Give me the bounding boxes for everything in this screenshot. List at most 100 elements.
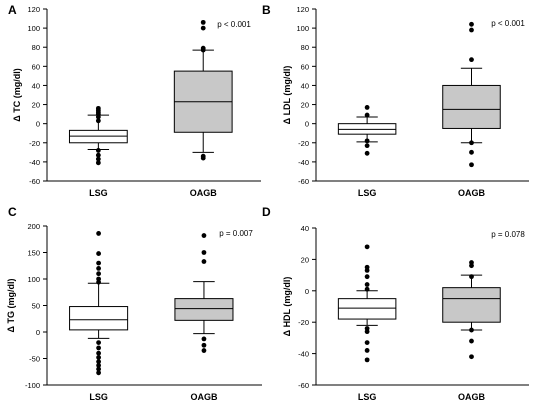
y-tick-label: 40 xyxy=(301,224,309,233)
y-tick-label: 120 xyxy=(27,5,40,14)
outlier-point xyxy=(95,156,101,162)
y-tick-label: 0 xyxy=(36,328,40,337)
box-iqr xyxy=(442,287,501,323)
panel-label: C xyxy=(8,205,17,219)
outlier-point xyxy=(469,338,474,344)
p-value-annotation: p < 0.001 xyxy=(217,20,251,29)
outlier-point xyxy=(469,27,474,33)
category-label-lsg: LSG xyxy=(358,392,377,402)
y-tick-label: -40 xyxy=(298,350,309,359)
outlier-point xyxy=(95,160,101,166)
outlier-point xyxy=(96,359,101,365)
outlier-point xyxy=(364,357,370,363)
category-label-oagb: OAGB xyxy=(458,392,486,402)
y-tick-label: 0 xyxy=(305,120,309,129)
box-oagb xyxy=(174,233,234,353)
category-label-lsg: LSG xyxy=(89,392,108,402)
outlier-point xyxy=(201,233,207,238)
y-axis-label: Δ HDL (mg/dl) xyxy=(282,277,292,337)
outlier-point xyxy=(364,150,370,156)
y-tick-label: 80 xyxy=(301,43,309,52)
outlier-point xyxy=(469,140,474,146)
outlier-point xyxy=(200,155,206,161)
y-tick-label: 20 xyxy=(301,255,309,264)
outlier-point xyxy=(200,47,206,53)
box-iqr xyxy=(337,298,397,320)
panel-B: B -60 -40 -20 0 20 40 60 80 100 120 Δ LDL (mg/dl) p … xyxy=(262,3,529,198)
outlier-point xyxy=(201,348,207,353)
outlier-point xyxy=(201,336,207,342)
panel-C: C -100 -50 0 50 100 150 200 Δ TG (mg/dl) p = 0.00… xyxy=(6,205,262,402)
outlier-point xyxy=(364,112,370,118)
y-tick-label: 0 xyxy=(305,287,309,296)
y-tick-label: 120 xyxy=(296,5,309,14)
y-tick-label: 20 xyxy=(32,101,40,110)
box-oagb xyxy=(442,21,501,168)
panel-label: A xyxy=(8,3,17,17)
outlier-point xyxy=(200,25,206,31)
outlier-point xyxy=(469,327,474,333)
outlier-point xyxy=(469,149,474,155)
outlier-point xyxy=(96,260,101,266)
y-tick-label: 100 xyxy=(296,24,309,33)
outlier-point xyxy=(95,114,101,120)
y-tick-label: 40 xyxy=(301,81,309,90)
outlier-point xyxy=(364,105,370,110)
category-label-oagb: OAGB xyxy=(190,392,218,402)
outlier-point xyxy=(469,21,474,27)
box-oagb xyxy=(173,19,233,161)
y-tick-label: -100 xyxy=(25,381,40,390)
box-iqr xyxy=(69,306,129,331)
outlier-point xyxy=(364,267,370,273)
outlier-point xyxy=(200,19,206,25)
y-tick-label: 80 xyxy=(32,43,40,52)
y-tick-label: 0 xyxy=(36,120,40,129)
p-value-annotation: p = 0.007 xyxy=(219,229,253,238)
outlier-point xyxy=(364,138,370,144)
y-axis-label: Δ LDL (mg/dl) xyxy=(282,66,292,125)
y-tick-label: 40 xyxy=(32,81,40,90)
panel-label: D xyxy=(262,205,271,219)
panel-label: B xyxy=(262,3,271,17)
y-tick-label: 150 xyxy=(27,249,40,258)
outlier-point xyxy=(96,345,101,351)
outlier-point xyxy=(96,279,101,285)
y-tick-label: 20 xyxy=(301,101,309,110)
outlier-point xyxy=(469,162,474,168)
outlier-point xyxy=(364,348,370,353)
outlier-point xyxy=(96,251,101,256)
y-tick-label: -20 xyxy=(298,139,309,148)
outlier-point xyxy=(364,274,370,280)
outlier-point xyxy=(96,366,101,372)
category-label-oagb: OAGB xyxy=(458,188,486,198)
box-oagb xyxy=(442,260,501,360)
outlier-point xyxy=(201,342,207,348)
y-axis-label: Δ TG (mg/dl) xyxy=(6,279,16,333)
outlier-point xyxy=(96,271,101,277)
y-tick-label: -60 xyxy=(298,177,309,186)
y-tick-label: 60 xyxy=(301,62,309,71)
outlier-point xyxy=(95,148,101,153)
y-tick-label: 100 xyxy=(27,24,40,33)
outlier-point xyxy=(96,350,101,356)
outlier-point xyxy=(364,244,370,250)
category-label-lsg: LSG xyxy=(358,188,377,198)
category-label-lsg: LSG xyxy=(89,188,108,198)
outlier-point xyxy=(95,118,101,124)
y-tick-label: -50 xyxy=(29,355,40,364)
box-lsg xyxy=(69,231,129,376)
y-tick-label: 100 xyxy=(27,275,40,284)
outlier-point xyxy=(364,329,370,335)
box-lsg xyxy=(337,244,397,363)
category-label-oagb: OAGB xyxy=(190,188,218,198)
outlier-point xyxy=(201,250,207,255)
y-tick-label: -60 xyxy=(298,381,309,390)
y-tick-label: -20 xyxy=(29,139,40,148)
outlier-point xyxy=(96,266,101,271)
outlier-point xyxy=(96,231,101,236)
y-tick-label: -20 xyxy=(298,318,309,327)
box-iqr xyxy=(174,298,234,321)
y-tick-label: 200 xyxy=(27,222,40,231)
y-tick-label: 60 xyxy=(32,62,40,71)
p-value-annotation: p = 0.078 xyxy=(491,230,525,239)
